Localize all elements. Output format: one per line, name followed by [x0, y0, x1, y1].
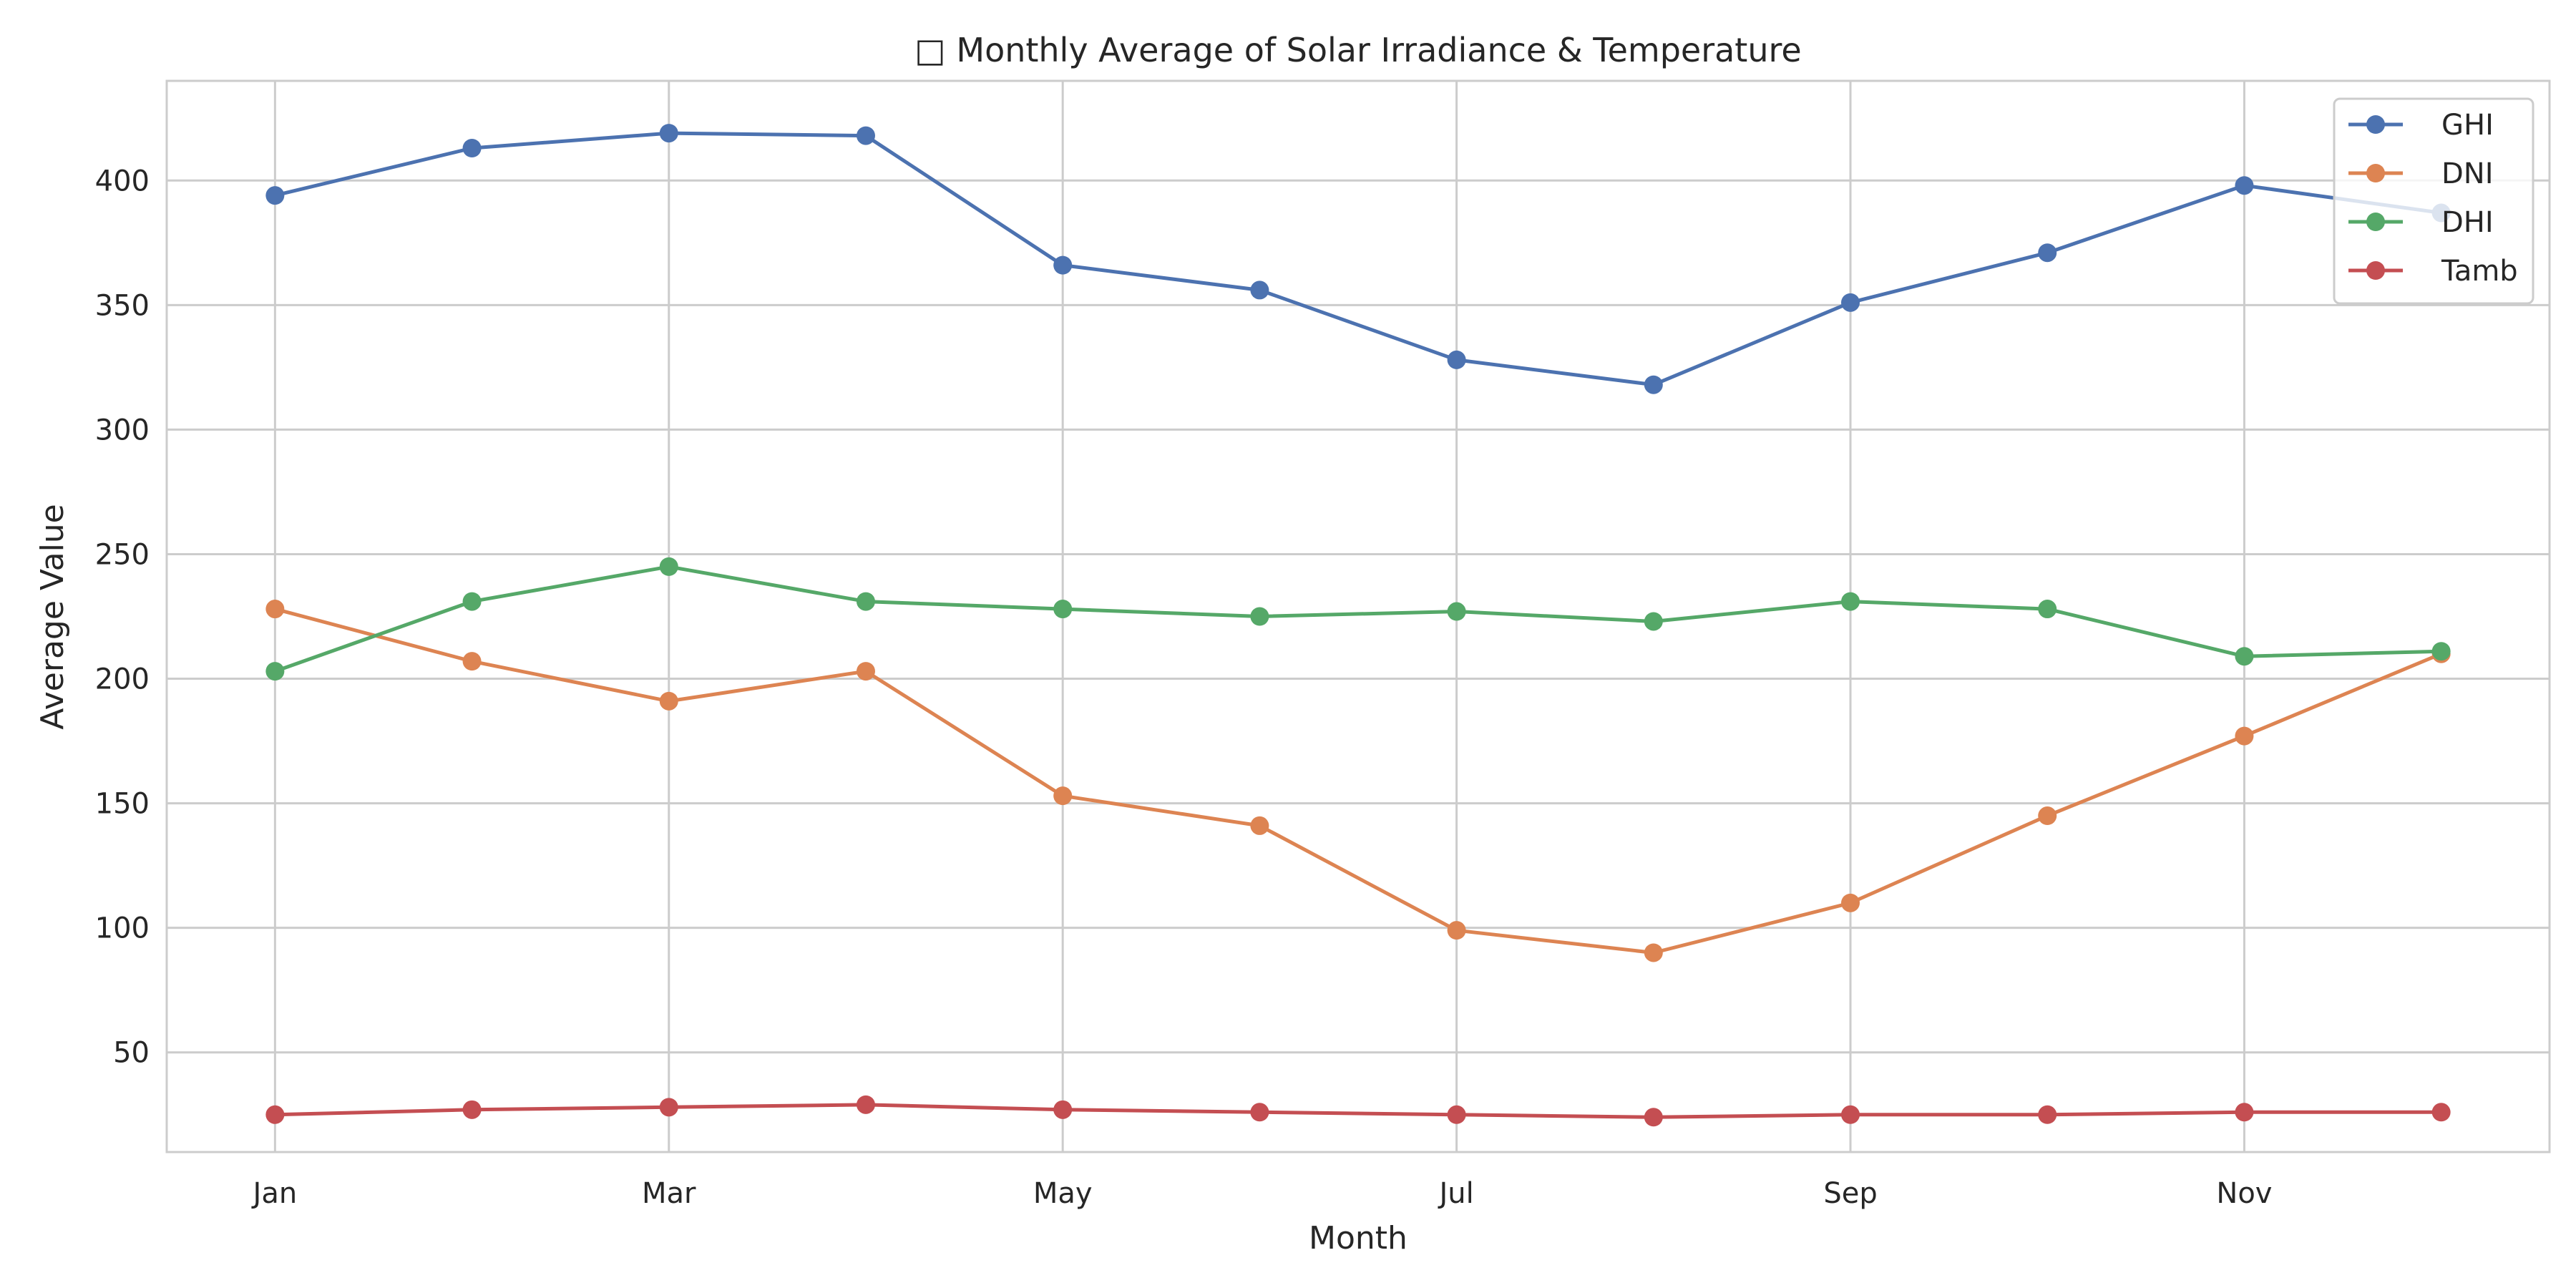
legend-item-tamb: Tamb [2348, 255, 2518, 288]
series-ghi [265, 124, 2451, 394]
y-tick-label: 250 [95, 538, 150, 571]
data-point-tamb [2431, 1103, 2451, 1122]
y-tick-label: 200 [95, 663, 150, 696]
y-axis-ticks: 50 100 150 200 250 300 350 400 [95, 165, 150, 1069]
data-point-dni [265, 600, 285, 619]
data-point-tamb [462, 1100, 482, 1119]
data-point-ghi [2235, 176, 2254, 195]
data-point-tamb [1447, 1105, 1466, 1124]
data-point-tamb [1250, 1103, 1269, 1122]
data-point-tamb [1841, 1105, 1860, 1124]
legend-item-dni: DNI [2348, 157, 2494, 190]
data-point-dni [659, 691, 678, 711]
legend-item-dhi: DHI [2348, 206, 2494, 239]
y-axis-label: Average Value [34, 504, 71, 730]
series-tamb [265, 1095, 2451, 1127]
x-tick-label: Sep [1823, 1177, 1877, 1210]
data-point-tamb [2038, 1105, 2057, 1124]
series-line-ghi [273, 131, 2444, 387]
data-point-ghi [1250, 280, 1269, 300]
data-point-dhi [2431, 642, 2451, 661]
data-point-tamb [2235, 1103, 2254, 1122]
data-point-tamb [265, 1105, 285, 1124]
data-point-ghi [265, 186, 285, 205]
legend-swatch-marker [2366, 213, 2385, 231]
data-point-dni [1447, 921, 1466, 940]
data-point-ghi [1053, 255, 1073, 275]
data-point-dni [1644, 943, 1663, 962]
legend-label: GHI [2441, 109, 2494, 142]
y-tick-label: 150 [95, 788, 150, 821]
legend-item-ghi: GHI [2348, 109, 2494, 142]
data-point-dhi [462, 592, 482, 611]
series-dhi [265, 557, 2451, 681]
data-point-ghi [1644, 375, 1663, 394]
data-point-dhi [1250, 607, 1269, 626]
plot-frame [165, 79, 2551, 1153]
x-tick-label: Mar [642, 1177, 696, 1210]
data-point-dhi [659, 557, 678, 576]
data-point-tamb [856, 1095, 875, 1114]
series-line-tamb [273, 1103, 2444, 1119]
data-point-dni [2235, 726, 2254, 746]
y-tick-label: 300 [95, 414, 150, 447]
legend-swatch-marker [2366, 164, 2385, 182]
data-point-dhi [1447, 602, 1466, 621]
data-point-dni [856, 662, 875, 681]
x-axis-ticks: Jan Mar May Jul Sep Nov [251, 1177, 2273, 1210]
series-dni [265, 600, 2451, 962]
data-point-dhi [1053, 600, 1073, 619]
data-point-ghi [1841, 293, 1860, 312]
data-point-dni [2038, 806, 2057, 826]
legend-swatch-marker [2366, 115, 2385, 134]
data-point-ghi [659, 124, 678, 143]
legend-label: Tamb [2441, 255, 2518, 288]
series-line-dni [273, 607, 2444, 955]
x-tick-label: Nov [2216, 1177, 2272, 1210]
legend-box [2333, 97, 2534, 305]
series-group [265, 124, 2451, 1127]
y-tick-label: 400 [95, 165, 150, 197]
data-point-dni [1841, 893, 1860, 912]
data-point-ghi [462, 138, 482, 157]
y-tick-label: 350 [95, 289, 150, 322]
series-line-dhi [273, 565, 2444, 673]
data-point-dni [1250, 816, 1269, 835]
data-point-ghi [2038, 243, 2057, 263]
chart-title: □ Monthly Average of Solar Irradiance & … [914, 31, 1801, 69]
x-axis-label: Month [1309, 1220, 1407, 1257]
data-point-dhi [2235, 647, 2254, 666]
x-tick-label: Jan [251, 1177, 298, 1210]
x-tick-label: Jul [1437, 1177, 1473, 1210]
data-point-tamb [659, 1098, 678, 1117]
legend-label: DNI [2441, 157, 2494, 190]
data-point-dhi [1841, 592, 1860, 611]
data-point-tamb [1053, 1100, 1073, 1119]
data-point-dhi [2038, 600, 2057, 619]
data-point-ghi [1447, 350, 1466, 369]
data-point-dhi [1644, 612, 1663, 631]
y-tick-label: 50 [113, 1037, 150, 1070]
data-point-tamb [1644, 1108, 1663, 1127]
data-point-dni [1053, 786, 1073, 806]
x-tick-label: May [1033, 1177, 1093, 1210]
legend-swatch-marker [2366, 261, 2385, 280]
data-point-ghi [856, 126, 875, 145]
legend-label: DHI [2441, 206, 2494, 239]
data-point-dhi [265, 662, 285, 681]
data-point-dhi [856, 592, 875, 611]
legend: GHI DNI DHI Tamb [2333, 97, 2534, 305]
data-point-dni [462, 652, 482, 671]
y-tick-label: 100 [95, 912, 150, 945]
